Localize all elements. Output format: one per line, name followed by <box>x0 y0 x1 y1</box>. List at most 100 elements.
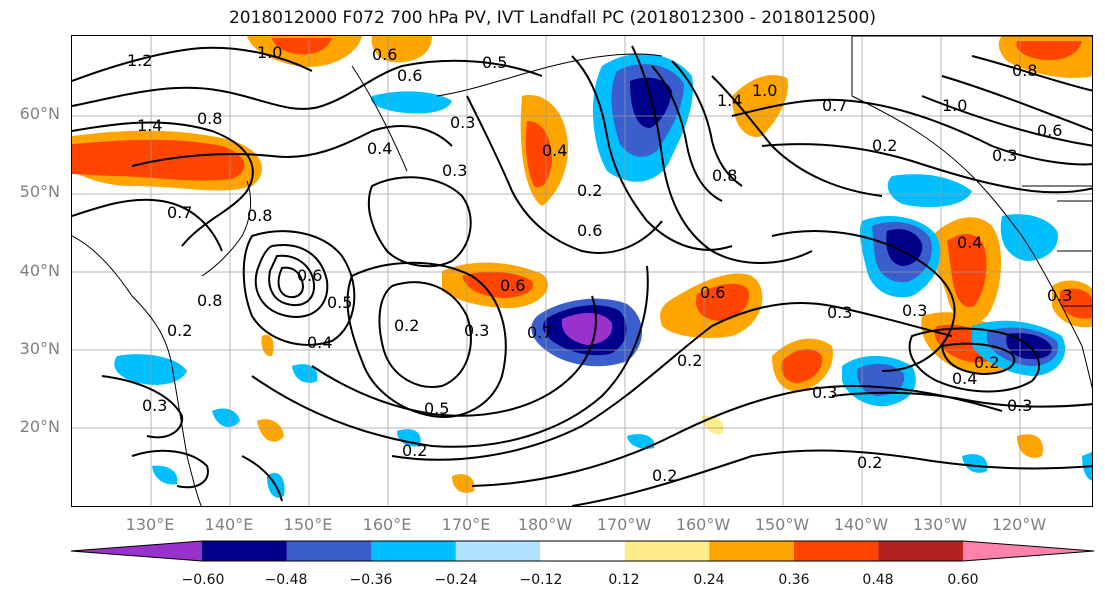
contour-label: 0.6 <box>372 45 397 64</box>
negative-anomaly <box>627 434 655 449</box>
japan-coast <box>201 180 252 277</box>
colorbar-tick-label: 0.12 <box>608 572 640 588</box>
colorbar-segment <box>709 541 795 561</box>
contour-label: 0.3 <box>812 383 837 402</box>
lon-label: 130°E <box>125 515 175 534</box>
contour-line <box>72 121 254 247</box>
colorbar-segment <box>286 541 372 561</box>
contour-label: 0.6 <box>297 266 322 285</box>
contour-line <box>277 266 305 299</box>
negative-anomaly <box>212 408 240 427</box>
contour-line <box>571 449 1092 506</box>
contour-line <box>242 230 356 346</box>
colorbar-tick-label: 0.48 <box>862 572 894 588</box>
contour-line <box>367 176 472 268</box>
contour-label: 0.2 <box>872 136 897 155</box>
contour-line <box>241 455 283 502</box>
contour-label: 0.6 <box>397 66 422 85</box>
colorbar-tick-label: 0.36 <box>778 572 810 588</box>
contour-label: 0.3 <box>902 301 927 320</box>
contour-line <box>731 98 1092 166</box>
lon-label: 150°W <box>754 515 810 534</box>
contour-label: 0.7 <box>167 203 192 222</box>
positive-anomaly <box>371 36 432 63</box>
contour-label: 1.2 <box>127 51 152 70</box>
contour-label: 1.0 <box>942 96 967 115</box>
contour-line <box>571 55 733 251</box>
colorbar-segment <box>202 541 288 561</box>
contour-label: 0.8 <box>1012 61 1037 80</box>
contour-label: 0.6 <box>700 283 725 302</box>
colorbar-tick-label: −0.24 <box>434 572 478 588</box>
lon-label: 160°E <box>362 515 412 534</box>
colorbar-tick-label: 0.24 <box>693 572 725 588</box>
lon-label: 130°W <box>912 515 968 534</box>
contour-label: 0.3 <box>142 396 167 415</box>
contour-line <box>831 391 1092 408</box>
map-title: 2018012000 F072 700 hPa PV, IVT Landfall… <box>228 8 876 28</box>
lon-label: 150°E <box>283 515 333 534</box>
contour-label: 0.5 <box>327 293 352 312</box>
na-coast <box>851 95 1092 390</box>
contour-label: 0.7 <box>527 323 552 342</box>
colorbar-outline <box>70 540 1095 562</box>
positive-anomaly <box>947 234 987 307</box>
contour-line <box>346 261 507 418</box>
contour-label: 0.8 <box>197 109 222 128</box>
contour-line <box>268 254 316 306</box>
contour-line <box>921 95 1092 147</box>
positive-anomaly <box>257 419 284 442</box>
contour-label: 1.0 <box>257 43 282 62</box>
asia-coast <box>72 235 202 506</box>
contour-label: 0.6 <box>577 221 602 240</box>
map-canvas: 1.2 1.0 0.6 0.5 1.4 0.8 0.4 0.3 0.6 0.3 … <box>72 36 1092 506</box>
contour-line <box>391 301 953 461</box>
contour-line <box>131 449 209 489</box>
contour-line <box>651 65 723 202</box>
canada-border <box>851 36 1092 187</box>
us-state-lines <box>1057 200 1092 307</box>
colorbar-tick-label: −0.12 <box>519 572 563 588</box>
colorbar-tick-label: 0.60 <box>947 572 979 588</box>
contour-label: 0.4 <box>542 141 567 160</box>
positive-anomaly <box>261 334 274 357</box>
contour-label: 1.4 <box>137 116 162 135</box>
colorbar-tick-label: −0.36 <box>349 572 393 588</box>
contour-label: 0.7 <box>822 96 847 115</box>
contour-line <box>254 244 329 318</box>
contour-line <box>908 327 1041 393</box>
lon-label: 140°E <box>204 515 254 534</box>
contour-label: 0.8 <box>197 291 222 310</box>
contour-label: 0.3 <box>464 321 489 340</box>
contour-label: 0.3 <box>992 146 1017 165</box>
negative-anomaly <box>630 77 672 128</box>
negative-anomaly <box>292 364 318 383</box>
contour-line <box>131 125 453 167</box>
contour-label: 0.2 <box>394 316 419 335</box>
colorbar-segment <box>878 541 964 561</box>
positive-anomaly <box>1016 41 1082 61</box>
contour-line <box>771 230 956 372</box>
contour-label: 0.6 <box>500 276 525 295</box>
negative-anomaly <box>371 91 452 114</box>
contour-line <box>941 75 1092 132</box>
contour-labels: 1.2 1.0 0.6 0.5 1.4 0.8 0.4 0.3 0.6 0.3 … <box>127 43 1072 485</box>
map-panel: 1.2 1.0 0.6 0.5 1.4 0.8 0.4 0.3 0.6 0.3 … <box>71 35 1093 507</box>
contour-line <box>471 384 1003 487</box>
negative-anomaly <box>962 454 988 473</box>
colorbar <box>70 540 1095 562</box>
lon-label: 120°W <box>991 515 1047 534</box>
positive-anomaly <box>732 75 788 137</box>
contour-line <box>671 60 743 187</box>
alaska-coast <box>436 53 663 97</box>
lon-label: 160°W <box>675 515 731 534</box>
contour-label: 0.2 <box>857 453 882 472</box>
contour-label: 0.4 <box>307 333 332 352</box>
lon-label: 170°W <box>596 515 652 534</box>
contour-label: 0.8 <box>247 206 272 225</box>
lat-label-40n: 40°N <box>19 261 60 280</box>
kamchatka-coast <box>351 65 408 172</box>
lat-label-20n: 20°N <box>19 417 60 436</box>
lon-label: 140°W <box>833 515 889 534</box>
negative-anomaly <box>1000 214 1058 261</box>
